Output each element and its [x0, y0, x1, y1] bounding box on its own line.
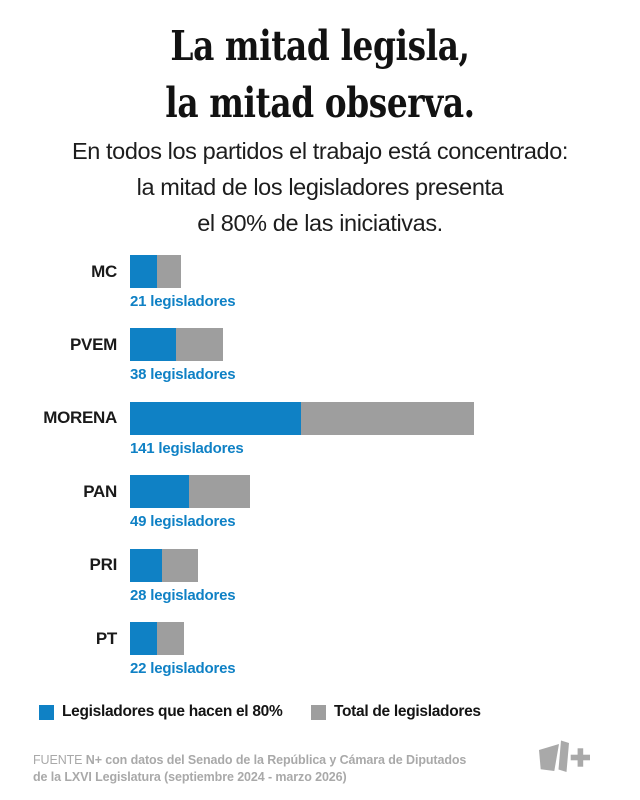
bar-group: 22 legisladores — [130, 622, 236, 677]
chart-row: PVEM 38 legisladores — [0, 328, 640, 401]
source-line-1-bold: N+ con datos del Senado de la República … — [85, 753, 467, 767]
bar-value-label: 28 legisladores — [130, 586, 236, 604]
bar-group: 21 legisladores — [130, 255, 236, 310]
bar-legisladores-80 — [130, 401, 301, 435]
legend-label-total: Total de legisladores — [334, 703, 481, 720]
bar-total-legisladores — [130, 622, 184, 655]
chart-row: PAN 49 legisladores — [0, 475, 640, 548]
bar-legisladores-80 — [130, 475, 189, 509]
party-label: PAN — [83, 481, 117, 501]
bar-value-label: 22 legisladores — [130, 660, 236, 677]
bar-value-label: 141 legisladores — [130, 439, 244, 457]
nplus-logo-plus-vertical — [577, 748, 584, 767]
bar-total-legisladores — [130, 548, 199, 582]
bar-total-legisladores — [130, 255, 182, 288]
party-label: PT — [95, 628, 117, 648]
page-title: La mitad legisla, la mitad observa. — [0, 18, 640, 132]
party-label: PRI — [89, 555, 118, 575]
source-footer: FUENTE N+ con datos del Senado de la Rep… — [33, 752, 503, 785]
chart-row: MC 21 legisladores — [0, 255, 640, 328]
legend-swatch-gray — [311, 704, 326, 720]
bar-total-legisladores — [130, 328, 223, 362]
bar-value-label: 49 legisladores — [130, 513, 236, 531]
chart-row: MORENA 141 legisladores — [0, 401, 640, 475]
bar-legisladores-80 — [130, 328, 177, 362]
legend-swatch-blue — [39, 704, 54, 720]
chart-legend: Legisladores que hacen el 80% Total de l… — [0, 703, 640, 723]
bar-value-label: 21 legisladores — [130, 293, 236, 310]
bar-legisladores-80 — [130, 255, 157, 288]
bar-group: 49 legisladores — [130, 475, 250, 530]
chart-row: PT 22 legisladores — [0, 622, 640, 695]
source-line-2: de la LXVI Legislatura (septiembre 2024 … — [33, 769, 347, 784]
party-label: MORENA — [43, 408, 117, 428]
subtitle-line-3: el 80% de las iniciativas. — [197, 210, 443, 236]
title-line-2: la mitad observa. — [165, 79, 475, 127]
bar-legisladores-80 — [130, 622, 157, 655]
bar-value-label: 38 legisladores — [130, 366, 236, 384]
legend-item-80: Legisladores que hacen el 80% — [39, 703, 283, 721]
source-line-1: FUENTE N+ con datos del Senado de la Rep… — [33, 752, 503, 769]
bar-total-legisladores — [130, 401, 475, 435]
bar-group: 28 legisladores — [130, 548, 236, 604]
subtitle-line-2: la mitad de los legisladores presenta — [136, 174, 504, 200]
chart-row: PRI 28 legisladores — [0, 548, 640, 622]
party-label: MC — [91, 261, 117, 281]
source-prefix: FUENTE — [33, 753, 86, 767]
nplus-logo-right-bar — [558, 740, 569, 772]
page-subtitle: En todos los partidos el trabajo está co… — [0, 133, 640, 241]
bar-group: 141 legisladores — [130, 401, 475, 457]
nplus-logo-left-shape — [539, 744, 559, 771]
legend-item-total: Total de legisladores — [311, 703, 481, 721]
bar-legisladores-80 — [130, 548, 162, 582]
nplus-logo-icon — [539, 740, 590, 772]
legend-label-80: Legisladores que hacen el 80% — [62, 703, 283, 720]
title-line-1: La mitad legisla, — [170, 22, 470, 70]
subtitle-line-1: En todos los partidos el trabajo está co… — [71, 138, 568, 164]
bar-total-legisladores — [130, 475, 250, 509]
bar-chart: MC 21 legisladores PVEM 38 legisladores … — [0, 255, 640, 703]
party-label: PVEM — [70, 334, 117, 354]
bar-group: 38 legisladores — [130, 328, 236, 384]
